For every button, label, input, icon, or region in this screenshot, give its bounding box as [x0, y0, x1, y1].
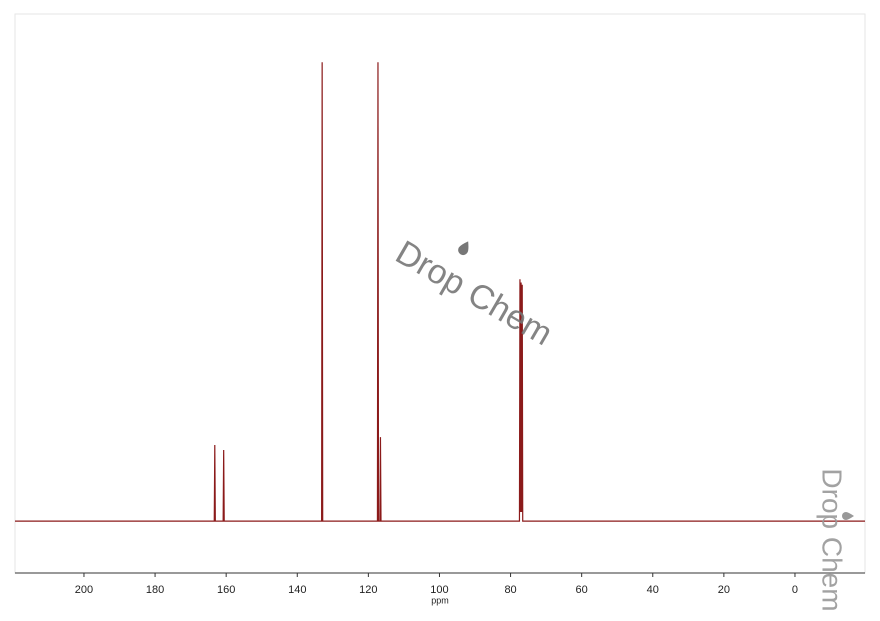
x-tick-label: 0	[792, 584, 798, 596]
x-tick-label: 180	[146, 584, 164, 596]
x-tick-label: 80	[504, 584, 516, 596]
x-tick-label: 20	[718, 584, 730, 596]
x-tick-label: 160	[217, 584, 235, 596]
watermark-side: Drop Chem	[817, 468, 854, 612]
droplet-icon	[842, 512, 854, 520]
x-axis-label: ppm	[431, 595, 449, 605]
x-tick-label: 120	[359, 584, 377, 596]
watermark: Drop Chem	[817, 468, 848, 611]
x-tick-label: 40	[647, 584, 659, 596]
watermark-center: Drop Chem	[389, 233, 559, 353]
x-tick-label: 60	[576, 584, 588, 596]
x-tick-label: 140	[288, 584, 306, 596]
x-tick-label: 200	[75, 584, 93, 596]
droplet-icon	[458, 241, 469, 256]
watermark: Drop Chem	[389, 233, 559, 353]
spectrum-line	[15, 62, 865, 522]
x-tick-label: 100	[430, 584, 448, 596]
